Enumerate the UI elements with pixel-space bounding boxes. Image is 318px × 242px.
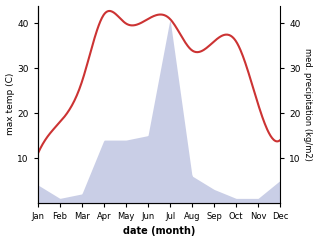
X-axis label: date (month): date (month) <box>123 227 195 236</box>
Y-axis label: med. precipitation (kg/m2): med. precipitation (kg/m2) <box>303 48 313 161</box>
Y-axis label: max temp (C): max temp (C) <box>5 73 15 135</box>
